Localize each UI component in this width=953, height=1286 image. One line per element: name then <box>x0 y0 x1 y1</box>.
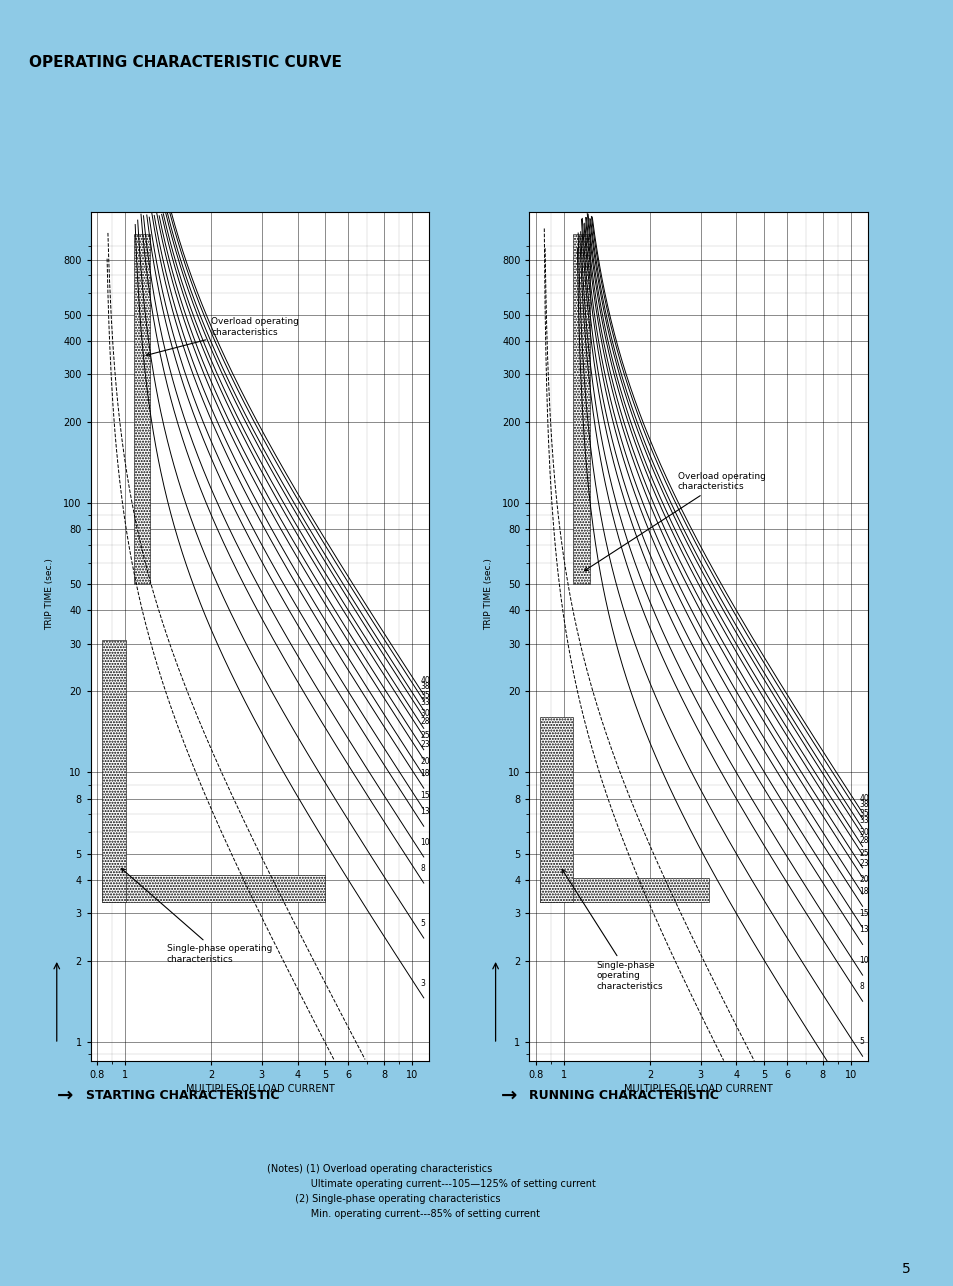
Text: 15: 15 <box>859 909 868 918</box>
Text: OPERATING CHARACTERISTIC CURVE: OPERATING CHARACTERISTIC CURVE <box>29 55 341 71</box>
Text: →: → <box>500 1087 517 1105</box>
Text: 13: 13 <box>420 808 430 817</box>
Text: Single-phase operating
characteristics: Single-phase operating characteristics <box>121 868 272 963</box>
Text: 38: 38 <box>859 800 868 809</box>
Text: 5: 5 <box>902 1262 910 1276</box>
Text: (Notes) (1) Overload operating characteristics
              Ultimate operating : (Notes) (1) Overload operating character… <box>267 1164 596 1219</box>
Text: TRIP TIME (sec.): TRIP TIME (sec.) <box>484 558 493 630</box>
Text: 8: 8 <box>859 983 863 992</box>
Text: 40: 40 <box>420 675 430 684</box>
Text: 10: 10 <box>420 838 430 847</box>
Text: 23: 23 <box>859 859 868 868</box>
Bar <box>573 234 590 584</box>
Text: 5: 5 <box>859 1038 863 1047</box>
Text: STARTING CHARACTERISTIC: STARTING CHARACTERISTIC <box>86 1089 279 1102</box>
Text: 23: 23 <box>420 741 430 750</box>
Text: Overload operating
characteristics: Overload operating characteristics <box>146 318 299 356</box>
Text: 38: 38 <box>420 682 430 691</box>
Text: 20: 20 <box>859 874 868 883</box>
Text: 35: 35 <box>420 692 430 701</box>
Text: Overload operating
characteristics: Overload operating characteristics <box>584 472 765 571</box>
Text: 25: 25 <box>420 730 430 739</box>
Bar <box>102 876 325 903</box>
Text: 10: 10 <box>859 955 868 964</box>
Text: 15: 15 <box>420 791 430 800</box>
Bar <box>540 718 573 903</box>
Text: 30: 30 <box>859 827 868 836</box>
Bar <box>540 878 708 903</box>
Text: 28: 28 <box>420 718 430 727</box>
Text: 33: 33 <box>420 698 430 707</box>
Text: 5: 5 <box>420 919 425 928</box>
Bar <box>102 640 126 903</box>
Text: 30: 30 <box>420 710 430 719</box>
Text: 40: 40 <box>859 793 868 802</box>
Text: 8: 8 <box>420 864 425 873</box>
Text: 13: 13 <box>859 926 868 935</box>
Text: RUNNING CHARACTERISTIC: RUNNING CHARACTERISTIC <box>529 1089 719 1102</box>
Text: 33: 33 <box>859 817 868 826</box>
Text: 28: 28 <box>859 836 868 845</box>
X-axis label: MULTIPLES OF LOAD CURRENT: MULTIPLES OF LOAD CURRENT <box>624 1084 772 1094</box>
Text: 18: 18 <box>420 769 430 778</box>
Text: 35: 35 <box>859 809 868 818</box>
Text: Single-phase
operating
characteristics: Single-phase operating characteristics <box>561 869 662 990</box>
Text: 25: 25 <box>859 849 868 858</box>
Bar <box>134 234 150 584</box>
Text: TRIP TIME (sec.): TRIP TIME (sec.) <box>46 558 54 630</box>
Text: 18: 18 <box>859 887 868 896</box>
Text: →: → <box>57 1087 73 1105</box>
Text: 3: 3 <box>420 979 425 988</box>
X-axis label: MULTIPLES OF LOAD CURRENT: MULTIPLES OF LOAD CURRENT <box>186 1084 334 1094</box>
Text: 20: 20 <box>420 757 430 766</box>
